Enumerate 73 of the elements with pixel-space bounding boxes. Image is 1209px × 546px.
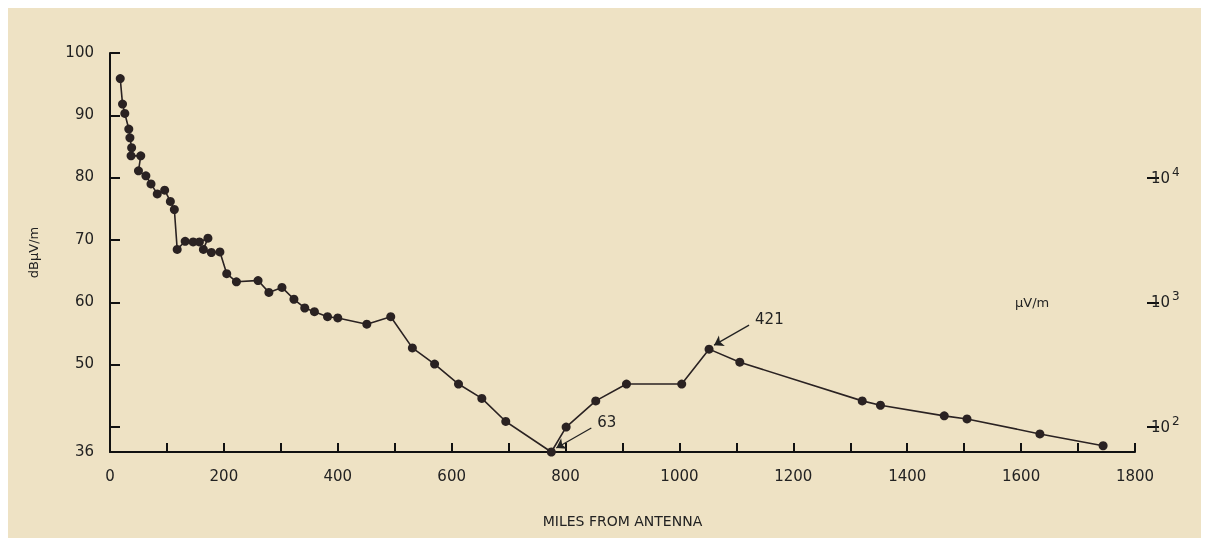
point	[309, 307, 319, 317]
point	[118, 99, 128, 109]
point	[124, 124, 134, 134]
x-tick-label: 1600	[1002, 466, 1041, 485]
y2-axis-title: μV/m	[1015, 294, 1050, 310]
point	[561, 422, 571, 432]
point	[962, 414, 972, 424]
annotation: 63	[597, 413, 617, 431]
point	[222, 269, 232, 279]
x-tick-label: 1000	[660, 466, 699, 485]
x-tick-label: 1400	[888, 466, 927, 485]
x-tick-label: 800	[551, 466, 580, 485]
point	[857, 396, 867, 406]
y-tick-label: 70	[74, 229, 94, 248]
point	[172, 244, 182, 254]
point	[180, 236, 190, 246]
point	[735, 357, 745, 367]
point	[362, 319, 372, 329]
y-tick-label: 50	[74, 354, 94, 373]
point	[120, 108, 130, 118]
point	[127, 143, 137, 153]
x-tick-label: 400	[323, 466, 353, 485]
x-tick-label: 1200	[774, 466, 813, 485]
x-tick-label: 600	[437, 466, 466, 485]
point	[215, 247, 225, 257]
point	[146, 179, 156, 189]
point	[591, 396, 601, 406]
point	[198, 244, 208, 254]
y-axis-title: dBμV/m	[26, 226, 41, 279]
point	[206, 248, 216, 257]
point	[333, 313, 343, 323]
point	[203, 233, 213, 243]
point	[677, 379, 687, 389]
point	[1035, 429, 1045, 439]
point	[136, 151, 146, 161]
y-tick-label: 36	[74, 441, 94, 460]
point	[875, 400, 885, 410]
point	[125, 133, 135, 143]
x-tick-label: 1800	[1115, 466, 1155, 485]
point	[501, 416, 511, 426]
point	[622, 379, 631, 389]
point	[939, 411, 949, 421]
x-tick-label: 200	[209, 466, 239, 485]
point	[165, 196, 175, 206]
point	[477, 393, 487, 403]
point	[152, 189, 162, 199]
point	[386, 312, 396, 322]
point	[430, 359, 440, 369]
y-tick-label: 100	[65, 42, 94, 61]
point	[454, 379, 463, 389]
point	[277, 282, 287, 292]
point	[126, 151, 136, 161]
point	[253, 276, 263, 286]
point	[133, 166, 143, 176]
y-tick-label: 60	[74, 291, 94, 310]
annotation: 421	[755, 310, 784, 329]
y-tick-label: 90	[74, 104, 94, 123]
x-tick-label: 0	[105, 466, 115, 485]
x-axis-title: MILES FROM ANTENNA	[542, 513, 703, 529]
point	[1098, 441, 1108, 451]
point	[704, 344, 714, 354]
point	[141, 171, 151, 181]
point	[323, 312, 333, 322]
point	[115, 74, 125, 84]
point	[160, 185, 170, 195]
point	[289, 294, 299, 304]
point	[300, 303, 310, 313]
point	[264, 287, 274, 297]
point	[231, 277, 241, 287]
point	[407, 343, 417, 353]
y-tick-label: 80	[74, 167, 94, 186]
point	[546, 447, 556, 457]
point	[169, 204, 179, 214]
